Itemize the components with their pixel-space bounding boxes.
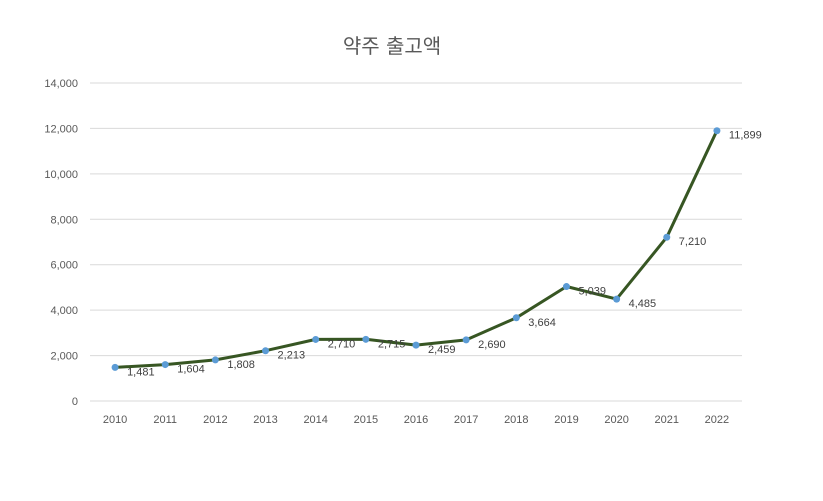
data-label: 4,485 bbox=[629, 298, 657, 310]
data-point bbox=[562, 283, 570, 291]
x-tick-label: 2021 bbox=[655, 414, 679, 426]
y-tick-label: 4,000 bbox=[50, 305, 78, 317]
data-label: 1,808 bbox=[227, 359, 255, 371]
y-tick-label: 8,000 bbox=[50, 214, 78, 226]
data-point bbox=[412, 341, 420, 349]
data-point bbox=[312, 335, 320, 343]
data-label: 1,604 bbox=[177, 364, 205, 376]
x-tick-label: 2018 bbox=[504, 414, 528, 426]
data-label: 2,710 bbox=[328, 338, 356, 350]
y-tick-label: 2,000 bbox=[50, 351, 78, 363]
data-point bbox=[512, 314, 520, 322]
gridlines bbox=[90, 82, 742, 402]
data-label: 2,715 bbox=[378, 338, 406, 350]
y-tick-label: 12,000 bbox=[44, 123, 78, 135]
chart-title: 약주 출고액 bbox=[343, 34, 441, 58]
data-label: 11,899 bbox=[729, 130, 762, 142]
x-tick-label: 2011 bbox=[153, 414, 177, 426]
x-tick-label: 2013 bbox=[253, 414, 277, 426]
y-tick-label: 0 bbox=[72, 396, 78, 408]
data-label: 5,039 bbox=[578, 286, 606, 298]
y-tick-label: 10,000 bbox=[44, 169, 78, 181]
data-point bbox=[362, 335, 370, 343]
data-labels: 1,481 1,604 1,808 2,213 2,710 2,715 2,459 2,690… bbox=[127, 130, 762, 379]
y-tick-label: 14,000 bbox=[44, 78, 78, 90]
x-tick-label: 2020 bbox=[604, 414, 628, 426]
y-axis-ticks: 0 2,000 4,000 6,000 8,000 10,000 12,000 14,000 bbox=[44, 78, 78, 408]
data-label: 7,210 bbox=[679, 236, 707, 248]
data-label: 3,664 bbox=[528, 317, 556, 329]
data-label: 2,459 bbox=[428, 344, 456, 356]
data-points bbox=[111, 127, 721, 371]
x-tick-label: 2016 bbox=[404, 414, 428, 426]
x-axis-ticks: 2010 2011 2012 2013 2014 2015 2016 2017 2018 2019… bbox=[103, 414, 729, 426]
data-point bbox=[161, 361, 169, 369]
data-point bbox=[713, 127, 721, 135]
x-tick-label: 2022 bbox=[705, 414, 729, 426]
x-tick-label: 2017 bbox=[454, 414, 478, 426]
x-tick-label: 2010 bbox=[103, 414, 127, 426]
series-line bbox=[115, 130, 719, 369]
x-tick-label: 2019 bbox=[554, 414, 578, 426]
x-tick-label: 2012 bbox=[203, 414, 227, 426]
data-label: 1,481 bbox=[127, 366, 155, 378]
data-point bbox=[462, 336, 470, 344]
x-tick-label: 2014 bbox=[303, 414, 327, 426]
data-point bbox=[111, 363, 119, 371]
x-tick-label: 2015 bbox=[354, 414, 378, 426]
data-label: 2,690 bbox=[478, 339, 506, 351]
data-point bbox=[262, 347, 270, 355]
data-point bbox=[613, 295, 621, 303]
data-point bbox=[663, 233, 671, 241]
y-tick-label: 6,000 bbox=[50, 260, 78, 272]
data-point bbox=[211, 356, 219, 364]
data-label: 2,213 bbox=[278, 350, 306, 362]
